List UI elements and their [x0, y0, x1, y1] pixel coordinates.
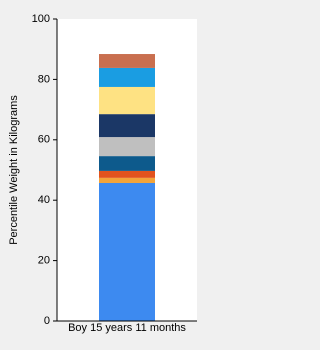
bar-segment	[99, 137, 155, 157]
y-tick-label: 80	[38, 73, 50, 85]
bar-segment	[99, 170, 155, 178]
bar-segment	[99, 114, 155, 138]
y-tick-label: 100	[32, 13, 50, 25]
y-axis-label: Percentile Weight in Kilograms	[8, 95, 20, 245]
x-tick-label: Boy 15 years 11 months	[68, 322, 186, 334]
bar-segment	[99, 156, 155, 171]
y-tick-label: 20	[38, 255, 50, 267]
chart: Percentile Weight in Kilograms 0 20 40 60 80…	[7, 12, 197, 334]
bar-segment	[99, 54, 155, 68]
bar-segment	[99, 67, 155, 87]
bar-segment	[99, 182, 155, 321]
y-tick-label: 40	[38, 194, 50, 206]
y-tick-label: 0	[44, 315, 50, 327]
y-tick-label: 60	[38, 134, 50, 146]
bar-segment	[99, 86, 155, 115]
bar-segment	[99, 177, 155, 183]
